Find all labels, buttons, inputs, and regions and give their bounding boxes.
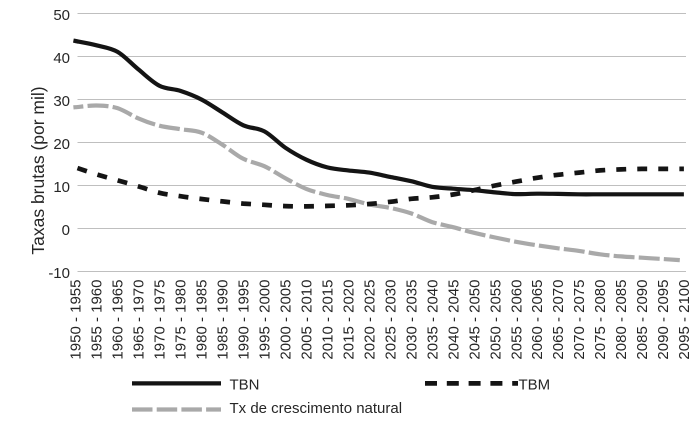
svg-text:1955 - 1960: 1955 - 1960 xyxy=(89,280,106,360)
svg-text:1985 - 1990: 1985 - 1990 xyxy=(215,280,232,360)
svg-text:1950 - 1955: 1950 - 1955 xyxy=(68,280,85,360)
svg-text:2090 - 2095: 2090 - 2095 xyxy=(655,280,672,360)
svg-text:50: 50 xyxy=(53,7,70,24)
svg-text:2010 - 2015: 2010 - 2015 xyxy=(320,280,337,360)
svg-text:40: 40 xyxy=(53,50,70,67)
svg-text:2060 - 2065: 2060 - 2065 xyxy=(529,280,546,360)
svg-text:2035 - 2040: 2035 - 2040 xyxy=(424,280,441,360)
svg-text:2055 - 2060: 2055 - 2060 xyxy=(508,280,525,360)
svg-text:0: 0 xyxy=(62,222,70,239)
svg-text:2000 - 2005: 2000 - 2005 xyxy=(278,280,295,360)
svg-text:1990 - 1995: 1990 - 1995 xyxy=(236,280,253,360)
svg-text:Taxas brutas (por mil): Taxas brutas (por mil) xyxy=(28,86,48,254)
svg-text:1970 - 1975: 1970 - 1975 xyxy=(152,280,169,360)
svg-text:1995 - 2000: 1995 - 2000 xyxy=(257,280,274,360)
svg-text:2080 - 2085: 2080 - 2085 xyxy=(613,280,630,360)
svg-text:2065 - 2070: 2065 - 2070 xyxy=(550,280,567,360)
svg-text:2020 - 2025: 2020 - 2025 xyxy=(361,280,378,360)
svg-text:10: 10 xyxy=(53,179,70,196)
svg-text:1965 - 1970: 1965 - 1970 xyxy=(131,280,148,360)
svg-text:2030 - 2035: 2030 - 2035 xyxy=(403,280,420,360)
svg-text:TBN: TBN xyxy=(230,376,260,393)
svg-text:-10: -10 xyxy=(48,265,70,282)
svg-text:Tx de crescimento natural: Tx de crescimento natural xyxy=(230,400,403,417)
svg-text:2005 - 2010: 2005 - 2010 xyxy=(299,280,316,360)
svg-text:2070 - 2075: 2070 - 2075 xyxy=(571,280,588,360)
svg-text:1975 - 1980: 1975 - 1980 xyxy=(173,280,190,360)
svg-text:2015 - 2020: 2015 - 2020 xyxy=(340,280,357,360)
svg-text:2075 - 2080: 2075 - 2080 xyxy=(592,280,609,360)
svg-text:2095 - 2100: 2095 - 2100 xyxy=(676,280,693,360)
svg-text:30: 30 xyxy=(53,93,70,110)
svg-text:2050 - 2055: 2050 - 2055 xyxy=(487,280,504,360)
svg-text:2040 - 2045: 2040 - 2045 xyxy=(445,280,462,360)
svg-text:1980 - 1985: 1980 - 1985 xyxy=(194,280,211,360)
svg-text:TBM: TBM xyxy=(519,376,551,393)
svg-text:2025 - 2030: 2025 - 2030 xyxy=(382,280,399,360)
svg-text:2045 - 2050: 2045 - 2050 xyxy=(466,280,483,360)
svg-text:20: 20 xyxy=(53,136,70,153)
svg-text:2085 - 2090: 2085 - 2090 xyxy=(634,280,651,360)
svg-text:1960 - 1965: 1960 - 1965 xyxy=(110,280,127,360)
